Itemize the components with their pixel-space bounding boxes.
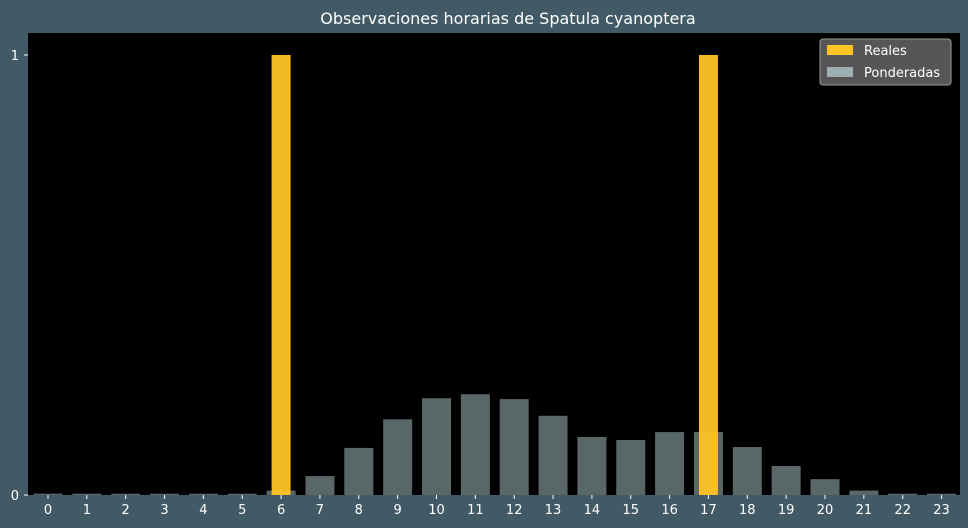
bar-ponderadas-14	[577, 436, 607, 495]
bar-ponderadas-16	[655, 432, 685, 495]
legend-swatch-ponderadas	[827, 67, 853, 77]
chart-title: Observaciones horarias de Spatula cyanop…	[320, 9, 695, 28]
bar-ponderadas-1	[72, 493, 102, 495]
series-reales	[271, 55, 718, 495]
x-tick-label: 1	[83, 503, 91, 518]
x-tick-label: 23	[933, 503, 950, 518]
x-tick-label: 9	[394, 503, 402, 518]
legend-label-reales: Reales	[864, 44, 907, 59]
bar-ponderadas-0	[33, 493, 63, 495]
x-tick-label: 18	[739, 503, 756, 518]
legend-label-ponderadas: Ponderadas	[864, 66, 940, 81]
x-tick-label: 6	[277, 503, 285, 518]
x-tick-label: 13	[545, 503, 562, 518]
bar-reales-17	[698, 55, 718, 495]
bar-ponderadas-15	[616, 440, 646, 495]
series-ponderadas	[33, 394, 957, 495]
x-tick-label: 8	[355, 503, 363, 518]
bar-ponderadas-9	[383, 419, 413, 495]
legend: Reales Ponderadas	[819, 38, 952, 86]
bar-ponderadas-5	[227, 493, 257, 495]
x-tick-label: 17	[700, 503, 717, 518]
bar-ponderadas-8	[344, 447, 374, 495]
bar-ponderadas-13	[538, 415, 568, 495]
bar-ponderadas-21	[849, 490, 879, 495]
x-tick-label: 3	[160, 503, 168, 518]
x-tick-label: 15	[622, 503, 639, 518]
legend-swatch-reales	[827, 45, 853, 55]
bar-ponderadas-12	[499, 399, 529, 495]
x-tick-label: 14	[584, 503, 601, 518]
bar-ponderadas-4	[188, 493, 218, 495]
x-tick-label: 20	[817, 503, 834, 518]
x-tick-label: 2	[122, 503, 130, 518]
x-tick-label: 16	[661, 503, 678, 518]
bar-ponderadas-20	[810, 479, 840, 495]
bar-ponderadas-3	[150, 493, 180, 495]
plot-area	[28, 33, 960, 495]
bar-ponderadas-18	[732, 447, 762, 495]
x-tick-label: 11	[467, 503, 484, 518]
x-tick-label: 0	[44, 503, 52, 518]
x-tick-label: 10	[428, 503, 445, 518]
bar-ponderadas-7	[305, 476, 335, 495]
x-tick-label: 4	[199, 503, 207, 518]
x-tick-label: 5	[238, 503, 246, 518]
y-tick-label: 0	[11, 489, 19, 504]
bar-ponderadas-11	[460, 394, 490, 495]
bar-ponderadas-23	[927, 493, 957, 495]
bar-ponderadas-10	[422, 398, 451, 495]
bar-ponderadas-22	[888, 493, 918, 495]
x-tick-label: 21	[856, 503, 873, 518]
bar-ponderadas-19	[771, 465, 801, 495]
x-tick-label: 7	[316, 503, 324, 518]
x-tick-label: 12	[506, 503, 523, 518]
bar-reales-6	[271, 55, 291, 495]
x-tick-label: 19	[778, 503, 795, 518]
x-tick-label: 22	[894, 503, 911, 518]
y-tick-label: 1	[11, 49, 19, 64]
bar-ponderadas-2	[111, 493, 141, 495]
